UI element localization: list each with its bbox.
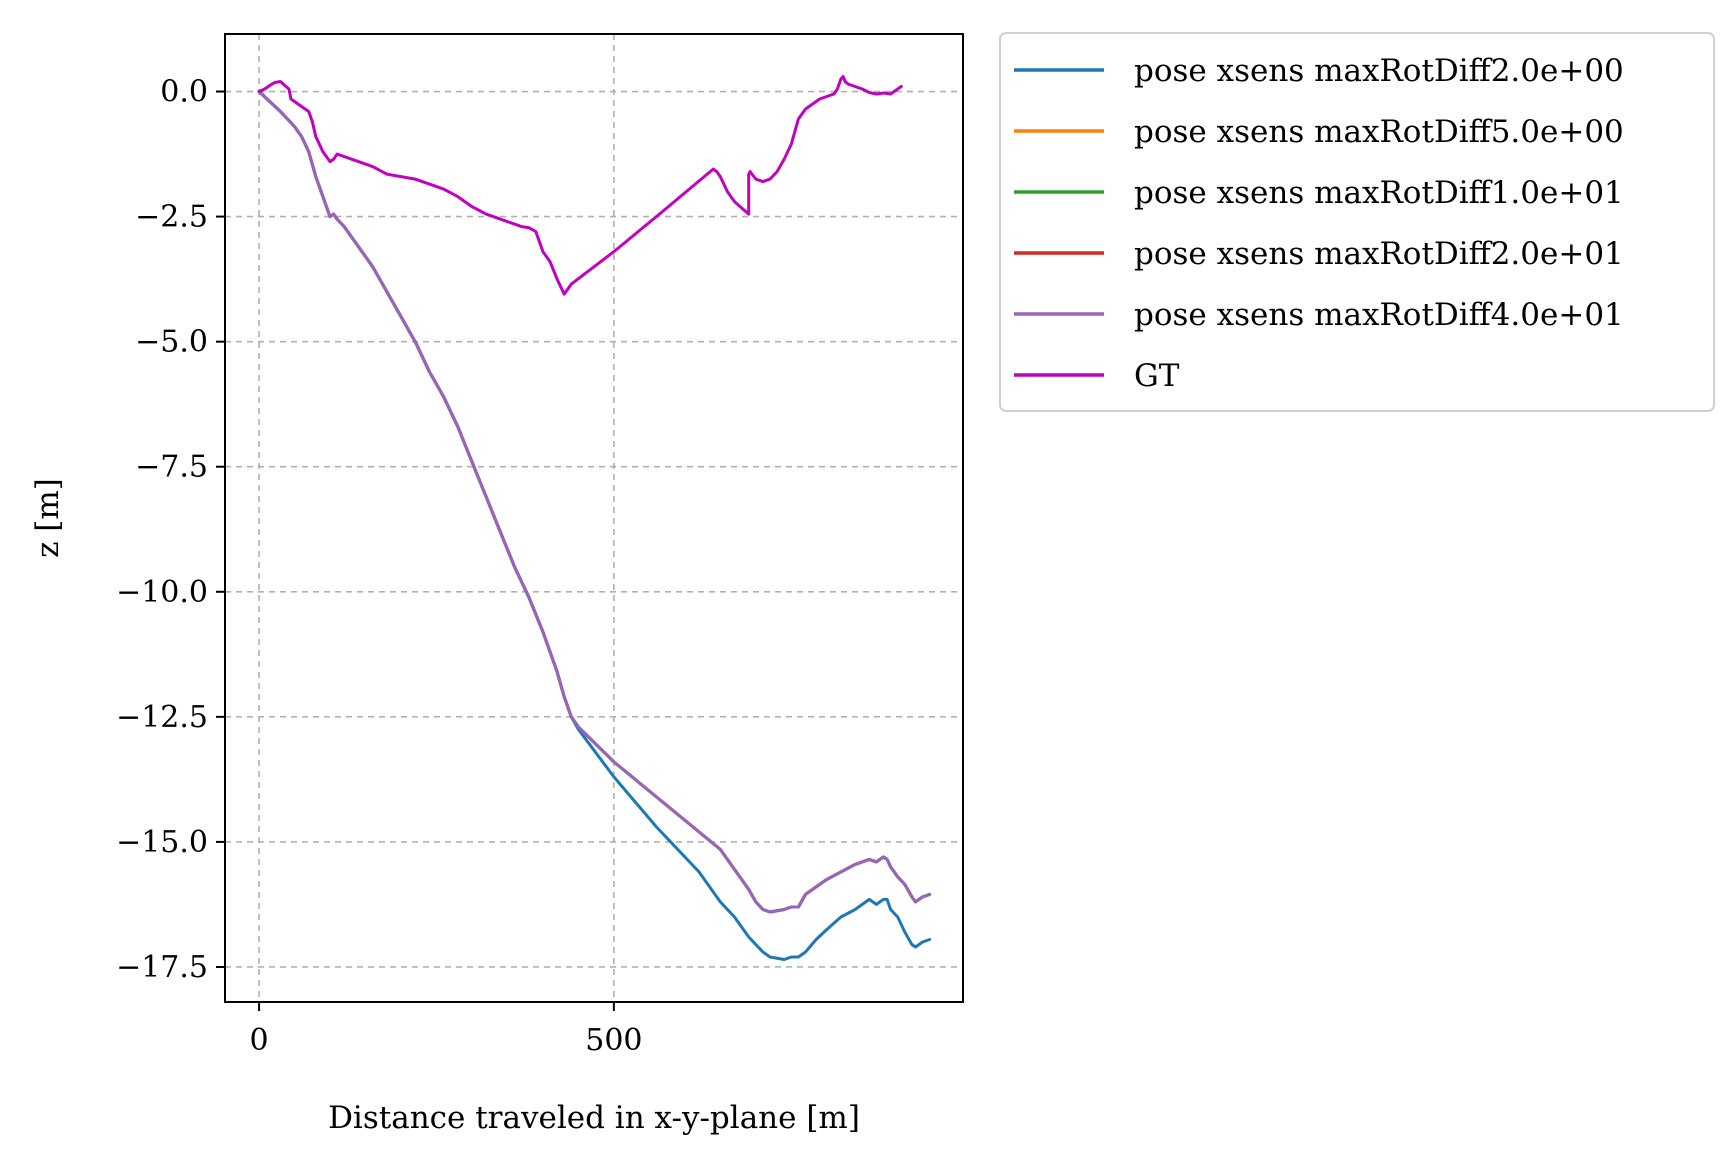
legend-label-4: pose xsens maxRotDiff4.0e+01 [1134,297,1624,333]
x-axis-title: Distance traveled in x-y-plane [m] [328,1100,860,1136]
legend-box [999,32,1715,412]
axis-ticks: 0 500 0.0 −2.5 −5.0 −7.5 −10.0 −12.5 −15.0 −17.5 [116,75,642,1058]
y-tick-label: 0.0 [160,75,208,110]
plot-series [257,75,932,961]
y-tick-label: −15.0 [116,825,208,860]
legend: pose xsens maxRotDiff2.0e+00 pose xsens m… [999,32,1715,412]
y-tick-label: −17.5 [116,950,208,985]
y-axis-title: z [m] [30,478,66,558]
legend-label-0: pose xsens maxRotDiff2.0e+00 [1134,53,1624,89]
legend-label-2: pose xsens maxRotDiff1.0e+01 [1134,175,1624,211]
plot-area-frame [224,33,964,1003]
grid [225,34,963,1002]
series-line-2 [257,90,932,914]
x-tick-label: 0 [250,1023,269,1058]
x-tick-label: 500 [585,1023,642,1058]
series-line-3 [257,90,932,914]
series-line-0 [257,90,932,961]
y-tick-label: −2.5 [135,200,208,235]
series-line-4 [257,90,932,914]
legend-label-3: pose xsens maxRotDiff2.0e+01 [1134,236,1624,272]
y-tick-label: −7.5 [135,450,208,485]
y-tick-label: −12.5 [116,700,208,735]
series-line-5 [257,75,903,296]
y-tick-label: −5.0 [135,325,208,360]
legend-label-1: pose xsens maxRotDiff5.0e+00 [1134,114,1624,150]
series-line-1 [257,90,932,914]
y-tick-label: −10.0 [116,575,208,610]
legend-label-5: GT [1134,358,1180,394]
